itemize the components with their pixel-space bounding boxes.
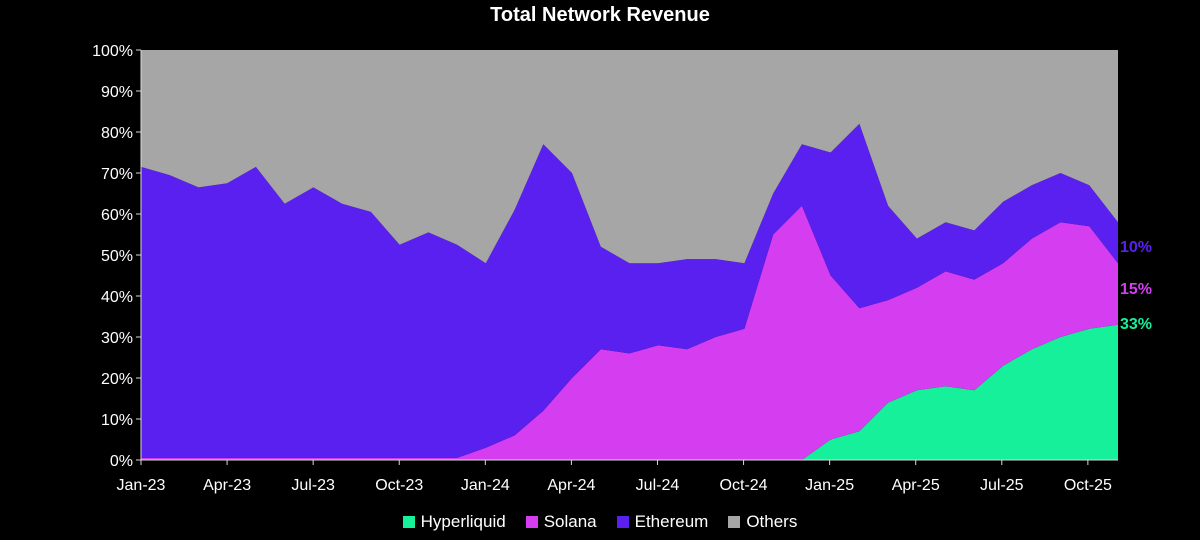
legend-item-others: Others xyxy=(728,512,797,532)
legend-item-hyperliquid: Hyperliquid xyxy=(402,512,506,532)
y-tick-label: 50% xyxy=(101,248,133,265)
y-tick-label: 100% xyxy=(92,43,133,60)
series-areas xyxy=(141,50,1118,460)
area-others xyxy=(141,50,1118,264)
chart-title: Total Network Revenue xyxy=(490,4,710,26)
y-axis: 0% 10% 20% 30% 40% 50% 60% 70% 80% 90% 100% xyxy=(92,43,142,470)
area-ethereum xyxy=(141,123,1118,458)
x-axis: Jan-23 Apr-23 Jul-23 Oct-23 Jan-24 Apr-24 Jul-… xyxy=(117,459,1118,494)
legend-swatch xyxy=(616,516,629,528)
end-label-solana: 15% xyxy=(1120,281,1152,298)
x-tick-label: Jan-23 xyxy=(117,477,166,494)
end-label-hyperliquid: 33% xyxy=(1120,316,1152,333)
legend-label: Hyperliquid xyxy=(420,512,506,531)
legend-swatch xyxy=(728,516,741,528)
x-tick-label: Jul-23 xyxy=(291,477,335,494)
x-tick-label: Oct-24 xyxy=(720,477,768,494)
x-tick-label: Jan-24 xyxy=(461,477,510,494)
x-tick-label: Oct-25 xyxy=(1064,477,1112,494)
y-tick-label: 20% xyxy=(101,371,133,388)
legend-label: Ethereum xyxy=(634,512,709,531)
y-tick-label: 30% xyxy=(101,330,133,347)
area-hyperliquid xyxy=(141,324,1118,460)
legend: Hyperliquid Solana Ethereum Others xyxy=(0,512,1200,532)
y-tick-label: 90% xyxy=(101,84,133,101)
x-tick-label: Apr-24 xyxy=(547,477,595,494)
x-tick-label: Oct-23 xyxy=(375,477,423,494)
y-tick-label: 70% xyxy=(101,166,133,183)
x-tick-label: Jan-25 xyxy=(805,477,854,494)
end-labels: 10% 15% 33% xyxy=(1120,239,1152,333)
end-label-ethereum: 10% xyxy=(1120,239,1152,256)
y-tick-label: 80% xyxy=(101,125,133,142)
y-tick-label: 10% xyxy=(101,412,133,429)
area-solana xyxy=(141,205,1118,460)
legend-swatch xyxy=(525,516,538,528)
legend-label: Others xyxy=(746,512,798,531)
y-tick-label: 0% xyxy=(110,453,133,470)
y-tick-label: 40% xyxy=(101,289,133,306)
x-tick-label: Apr-23 xyxy=(203,477,251,494)
legend-item-ethereum: Ethereum xyxy=(616,512,709,532)
legend-label: Solana xyxy=(543,512,597,531)
y-tick-label: 60% xyxy=(101,207,133,224)
x-tick-label: Apr-25 xyxy=(892,477,940,494)
x-tick-label: Jul-25 xyxy=(980,477,1024,494)
legend-item-solana: Solana xyxy=(525,512,597,532)
x-tick-label: Jul-24 xyxy=(636,477,680,494)
legend-swatch xyxy=(402,516,415,528)
